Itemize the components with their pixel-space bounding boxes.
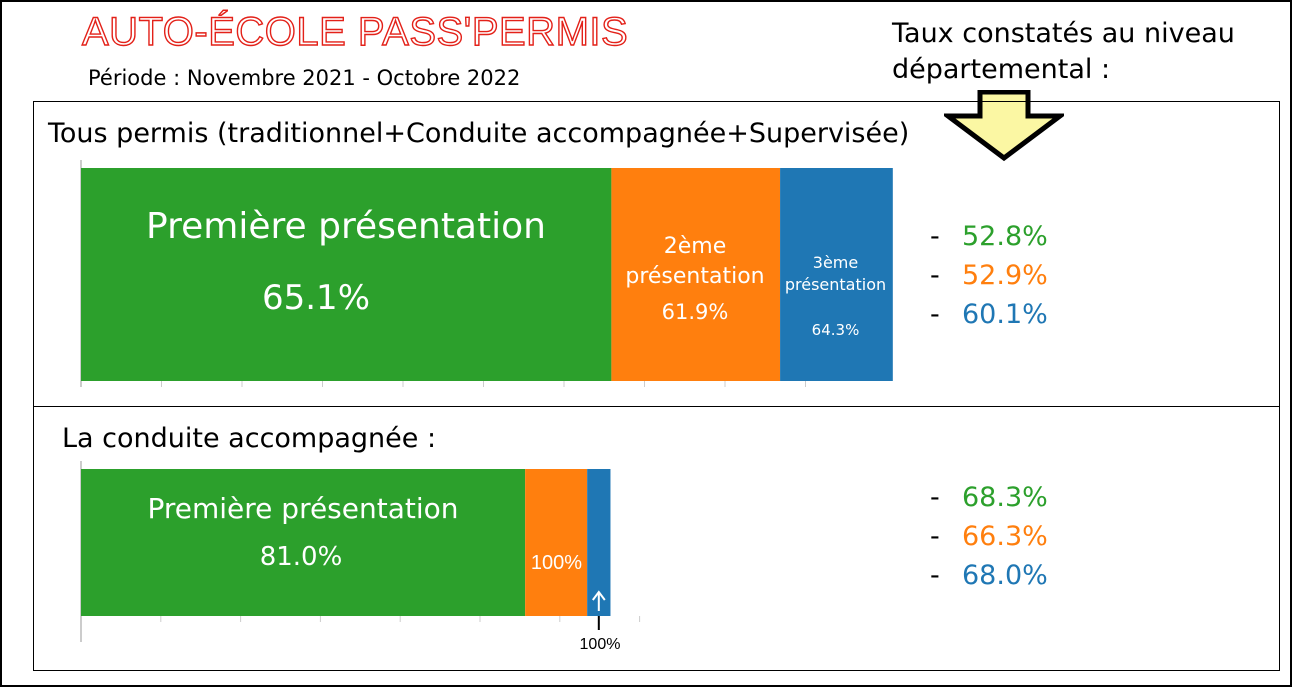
chart1-bar-segment-2: [611, 168, 781, 381]
section-title-accompanied-driving: La conduite accompagnée :: [62, 423, 437, 454]
department-note-line2: départemental :: [892, 54, 1111, 85]
chart1-bar-segment-3: [780, 168, 893, 381]
chart2-department-rates: -68.3% -66.3% -68.0%: [930, 478, 1048, 595]
chart1-department-rate-3: -60.1%: [930, 299, 1048, 330]
chart1-segment1-label: Première présentation: [146, 206, 546, 247]
school-title: AUTO-ÉCOLE PASS'PERMIS: [81, 9, 629, 54]
chart1-segment2-label: 2ème présentation: [625, 234, 765, 289]
chart1-department-rate-2: -52.9%: [930, 260, 1048, 291]
chart1-segment1-value: 65.1%: [261, 278, 370, 318]
chart1-department-rates: -52.8% -52.9% -60.1%: [930, 217, 1048, 334]
down-arrow-icon: [944, 90, 1064, 162]
chart2-segment2-value: 100%: [530, 552, 583, 574]
chart2-segment1-label: Première présentation: [147, 492, 459, 525]
chart-panel: [33, 101, 1280, 671]
chart1-segment3-value: 64.3%: [811, 321, 860, 339]
chart2-department-rate-1: -68.3%: [930, 482, 1048, 513]
section-title-all-licences: Tous permis (traditionnel+Conduite accom…: [48, 118, 910, 149]
chart1-bar-segment-1: [81, 168, 612, 381]
department-rates-note: Taux constatés au niveau départemental :: [892, 16, 1235, 88]
chart2-department-rate-2: -66.3%: [930, 521, 1048, 552]
chart2-department-rate-3: -68.0%: [930, 560, 1048, 591]
chart2-bar-segment-3: [587, 469, 611, 616]
chart2-bar-segment-1: [81, 469, 526, 616]
chart2-bar-segment-2: [525, 469, 588, 616]
period-label: Période : Novembre 2021 - Octobre 2022: [88, 66, 521, 90]
up-arrow-icon: [592, 590, 606, 611]
section-divider: [33, 406, 1280, 407]
chart1-department-rate-1: -52.8%: [930, 221, 1048, 252]
chart2-segment1-value: 81.0%: [259, 542, 343, 572]
chart2-segment3-value: 100%: [579, 636, 621, 653]
chart1-segment2-value: 61.9%: [661, 300, 729, 324]
chart1-segment3-label: 3ème présentation: [784, 253, 887, 294]
department-note-line1: Taux constatés au niveau: [892, 18, 1235, 49]
